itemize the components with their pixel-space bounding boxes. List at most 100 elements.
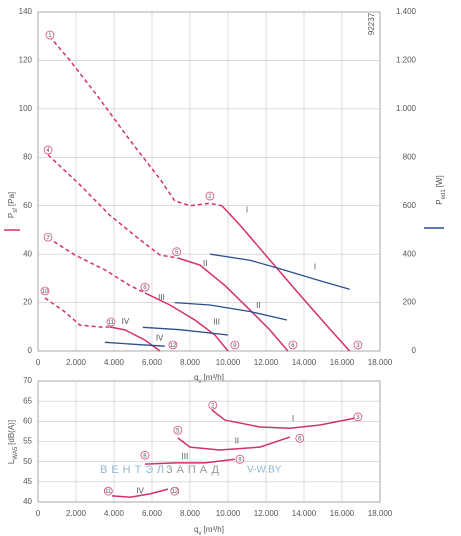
curve-label: III bbox=[158, 293, 165, 302]
y-tick-label: 120 bbox=[19, 56, 33, 65]
point-marker bbox=[45, 30, 55, 40]
axis-label: qv [m³/h] bbox=[194, 373, 224, 384]
curve-label: IV bbox=[156, 334, 164, 343]
axis-label-main: L bbox=[7, 459, 16, 464]
x-tick-label: 6.000 bbox=[142, 358, 163, 367]
point-label: 3 bbox=[356, 343, 360, 349]
curve bbox=[111, 488, 169, 498]
point-label: 9 bbox=[233, 343, 237, 349]
curve bbox=[174, 301, 288, 321]
x-tick-label: 14.000 bbox=[292, 358, 317, 367]
point-marker bbox=[353, 340, 363, 350]
curve-label: I bbox=[246, 206, 248, 215]
point-label: 2 bbox=[208, 194, 212, 200]
point-marker bbox=[40, 286, 50, 296]
y-tick-label: 40 bbox=[23, 497, 32, 506]
plot-frame bbox=[37, 380, 381, 503]
x-tick-label: 4.000 bbox=[104, 358, 125, 367]
point-marker bbox=[140, 450, 150, 460]
curve bbox=[142, 326, 229, 336]
y-tick-label: 50 bbox=[23, 457, 32, 466]
axis-label-sub: sf bbox=[13, 208, 19, 213]
x-tick-label: 18.000 bbox=[368, 509, 393, 518]
curve-label: II bbox=[256, 301, 260, 310]
curve-label: II bbox=[203, 259, 207, 268]
x-tick-label: 4.000 bbox=[104, 509, 125, 518]
x-tick-label: 10.000 bbox=[216, 358, 241, 367]
point-label: 12 bbox=[171, 489, 178, 495]
point-label: 5 bbox=[175, 250, 179, 256]
axis-label-unit: [m³/h] bbox=[204, 373, 224, 382]
point-marker bbox=[170, 486, 180, 496]
axis-label: Ped1 [W] bbox=[435, 175, 446, 204]
axis-label-unit: [m³/h] bbox=[204, 525, 224, 534]
point-marker bbox=[353, 412, 363, 422]
y-tick-label: 80 bbox=[23, 152, 32, 161]
x-tick-label: 0 bbox=[36, 358, 41, 367]
y-tick-label: 60 bbox=[23, 416, 32, 425]
axis-label-sub: v bbox=[199, 379, 202, 385]
curve bbox=[177, 436, 291, 451]
point-marker bbox=[295, 433, 305, 443]
point-label: 11 bbox=[108, 320, 115, 326]
point-label: 4 bbox=[46, 148, 50, 154]
y2-tick-label: 1.200 bbox=[396, 56, 417, 65]
curve bbox=[144, 458, 235, 465]
curve-label: IV bbox=[136, 487, 144, 496]
x-tick-label: 12.000 bbox=[254, 509, 279, 518]
point-label: 6 bbox=[291, 343, 295, 349]
axis-label-main: P bbox=[435, 199, 444, 204]
point-label: 8 bbox=[143, 285, 147, 291]
point-marker bbox=[288, 340, 298, 350]
axis-label-unit: [W] bbox=[435, 175, 444, 187]
y-tick-label: 55 bbox=[23, 437, 32, 446]
point-marker bbox=[172, 247, 182, 257]
axis-label-main: P bbox=[7, 213, 16, 218]
y-tick-label: 100 bbox=[19, 104, 33, 113]
x-tick-label: 8.000 bbox=[180, 358, 201, 367]
point-label: 11 bbox=[105, 489, 112, 495]
x-tick-label: 2.000 bbox=[66, 358, 87, 367]
point-marker bbox=[235, 454, 245, 464]
x-tick-label: 12.000 bbox=[254, 358, 279, 367]
y2-tick-label: 1.400 bbox=[396, 7, 417, 16]
curve bbox=[104, 341, 165, 347]
point-marker bbox=[173, 425, 183, 435]
curve-label: I bbox=[314, 263, 316, 272]
point-label: 7 bbox=[46, 235, 50, 241]
x-tick-label: 16.000 bbox=[330, 509, 355, 518]
point-marker bbox=[168, 340, 178, 350]
watermark: ВЕНТЭЛ bbox=[100, 464, 168, 476]
point-label: 10 bbox=[42, 289, 49, 295]
curve-label: IV bbox=[122, 317, 130, 326]
axis-label: qv [m³/h] bbox=[194, 525, 224, 536]
curve bbox=[211, 409, 356, 429]
axis-label-sub: WA5 bbox=[13, 446, 19, 459]
axis-label: Psf [Pa] bbox=[7, 192, 18, 218]
curve bbox=[177, 257, 289, 352]
point-label: 8 bbox=[143, 453, 147, 459]
point-marker bbox=[106, 317, 116, 327]
y-tick-label: 60 bbox=[23, 201, 32, 210]
x-tick-label: 0 bbox=[36, 509, 41, 518]
y-tick-label: 65 bbox=[23, 396, 32, 405]
axis-label-sub: v bbox=[199, 531, 202, 536]
axis-label-main: q bbox=[194, 525, 198, 534]
y2-tick-label: 400 bbox=[403, 249, 417, 258]
y2-tick-label: 1.000 bbox=[396, 104, 417, 113]
point-marker bbox=[43, 145, 53, 155]
y-tick-label: 20 bbox=[23, 298, 32, 307]
y2-tick-label: 600 bbox=[403, 201, 417, 210]
y-tick-label: 40 bbox=[23, 249, 32, 258]
curve bbox=[209, 253, 350, 290]
point-label: 1 bbox=[48, 33, 52, 39]
y-tick-label: 140 bbox=[19, 7, 33, 16]
point-label: 2 bbox=[211, 403, 215, 409]
y-tick-label: 70 bbox=[23, 376, 32, 385]
x-tick-label: 6.000 bbox=[142, 509, 163, 518]
axis-label-unit: [dB(A)] bbox=[7, 420, 16, 445]
y2-tick-label: 200 bbox=[403, 298, 417, 307]
point-marker bbox=[140, 282, 150, 292]
axis-label-main: q bbox=[194, 373, 198, 382]
